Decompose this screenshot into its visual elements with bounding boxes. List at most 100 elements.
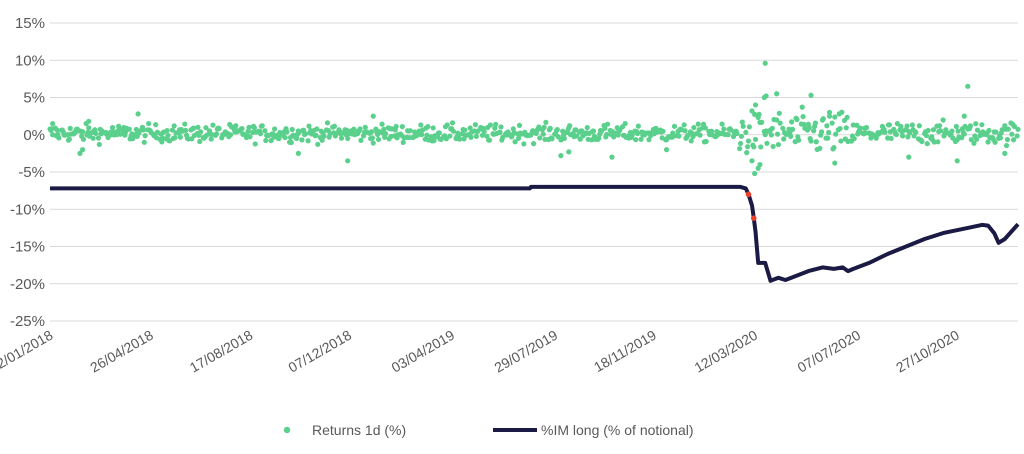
return-point [937, 128, 944, 134]
return-point [937, 123, 943, 129]
return-point [770, 143, 776, 150]
return-point [313, 132, 319, 139]
return-point [826, 129, 832, 136]
return-point [857, 125, 863, 131]
return-point [109, 125, 116, 131]
return-point [521, 141, 527, 147]
return-point [752, 136, 759, 143]
return-point [739, 119, 745, 125]
return-point [536, 124, 542, 130]
gridlines [50, 22, 1018, 322]
return-point [611, 134, 617, 140]
return-point [808, 92, 814, 98]
return-point [949, 128, 955, 134]
return-point [447, 133, 453, 139]
return-point [560, 128, 566, 134]
return-point [721, 126, 727, 132]
return-point [472, 122, 479, 128]
return-point [590, 128, 597, 134]
return-point [436, 130, 442, 136]
return-point [284, 129, 290, 135]
return-point [86, 125, 92, 131]
return-point [959, 135, 965, 141]
return-point [646, 137, 652, 143]
return-point [737, 140, 744, 147]
return-point [450, 128, 457, 134]
return-point [142, 133, 148, 139]
return-point [900, 133, 906, 139]
return-point [530, 128, 536, 134]
return-point [894, 120, 900, 127]
return-point [1014, 133, 1020, 139]
return-point [486, 137, 493, 143]
return-point [195, 124, 201, 130]
return-point [272, 126, 278, 132]
return-point [671, 123, 678, 129]
return-point [759, 119, 765, 125]
return-point [886, 122, 893, 128]
return-point [967, 123, 974, 129]
return-point [338, 135, 345, 141]
return-point [916, 123, 922, 129]
return-point [751, 144, 757, 150]
x-tick-label: 07/07/2020 [795, 327, 864, 376]
return-point [233, 123, 239, 129]
return-point [633, 137, 639, 143]
return-point [781, 136, 787, 142]
return-point [259, 123, 265, 129]
return-point [854, 122, 860, 128]
return-point [262, 128, 268, 134]
return-point [598, 128, 604, 134]
return-point [208, 136, 214, 142]
legend-returns-label: Returns 1d (%) [312, 422, 406, 438]
return-point [743, 129, 749, 135]
return-point [817, 145, 823, 151]
y-tick-label: 5% [23, 90, 45, 107]
return-point [737, 145, 743, 152]
return-point [315, 141, 321, 147]
return-point [1002, 150, 1008, 156]
return-point [171, 123, 177, 129]
return-point [314, 126, 320, 132]
return-point [419, 131, 425, 138]
return-point [940, 117, 946, 123]
return-point [744, 150, 750, 156]
return-point [604, 131, 610, 138]
return-point [838, 138, 844, 144]
return-point [925, 127, 931, 134]
return-point [400, 139, 406, 146]
return-point [345, 158, 351, 164]
return-point [725, 132, 731, 138]
return-point [543, 119, 549, 125]
return-point [276, 135, 282, 142]
return-point [688, 138, 694, 144]
return-point [93, 130, 99, 137]
return-point [806, 125, 812, 131]
return-point [487, 122, 494, 128]
x-tick-label: 12/03/2020 [691, 327, 760, 376]
return-point [919, 138, 925, 145]
return-point [629, 132, 635, 138]
y-tick-label: 10% [15, 52, 45, 69]
return-point [924, 141, 930, 147]
return-point [399, 124, 405, 130]
return-point [663, 147, 670, 153]
return-point [169, 127, 176, 133]
return-point [965, 83, 971, 89]
return-point [837, 125, 843, 132]
return-point [516, 122, 523, 128]
im-long-line-series [50, 184, 1020, 283]
return-point [393, 123, 399, 130]
return-point [79, 147, 86, 153]
return-point [764, 140, 770, 146]
return-point [515, 135, 522, 141]
return-point [768, 132, 774, 138]
return-point [554, 126, 560, 133]
y-tick-label: -10% [10, 201, 45, 218]
return-point [418, 122, 424, 128]
return-point [691, 124, 697, 131]
return-point [331, 123, 338, 129]
return-point [493, 121, 499, 127]
return-point [362, 124, 368, 130]
x-tick-label: 18/11/2019 [591, 327, 659, 375]
